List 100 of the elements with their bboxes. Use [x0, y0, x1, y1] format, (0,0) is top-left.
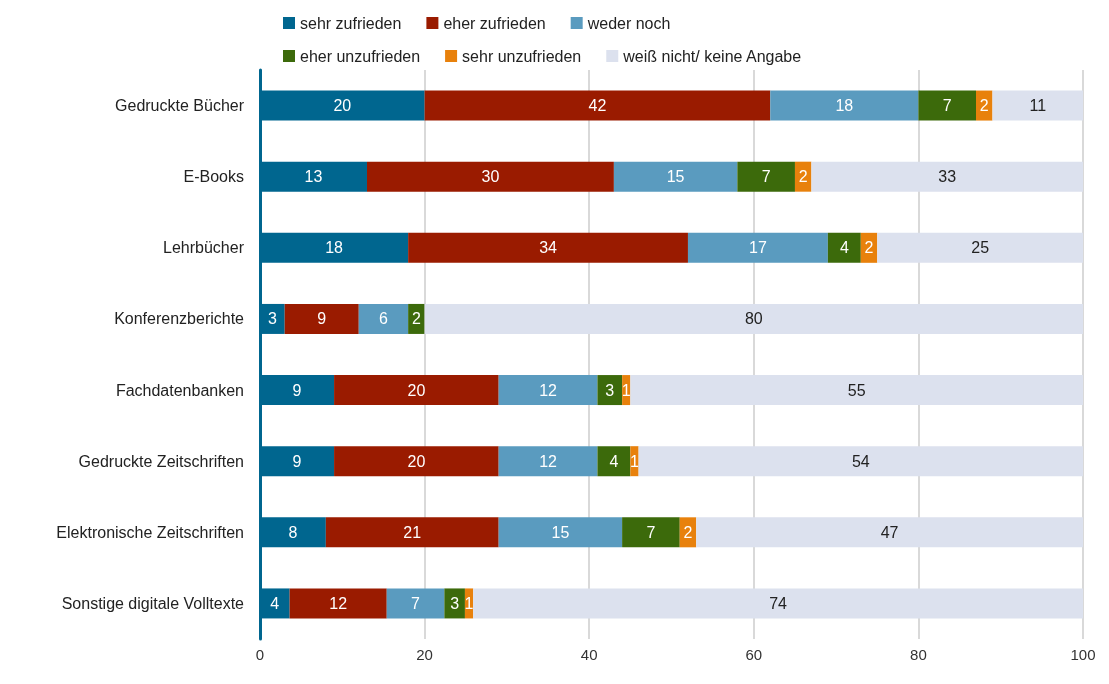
x-tick-label: 100	[1070, 646, 1096, 663]
y-tick-label: Sonstige digitale Volltexte	[61, 594, 245, 612]
data-label: 9	[292, 452, 302, 470]
data-label: 55	[847, 381, 866, 399]
y-tick-label: Fachdatenbanken	[115, 381, 244, 399]
bar	[737, 161, 795, 192]
data-label: 20	[407, 452, 426, 470]
bar	[638, 446, 1083, 477]
data-label: 34	[539, 239, 558, 257]
data-label: 2	[683, 523, 693, 541]
legend-label: weiß nicht/ keine Angabe	[622, 47, 802, 65]
data-label: 7	[646, 523, 656, 541]
bar	[696, 517, 1083, 548]
bar	[284, 303, 359, 334]
data-label: 2	[411, 310, 421, 328]
bar	[408, 232, 688, 263]
bar	[687, 232, 828, 263]
data-label: 1	[630, 452, 640, 470]
data-label: 4	[609, 452, 619, 470]
data-label: 9	[317, 310, 327, 328]
bar	[630, 446, 639, 477]
data-label: 8	[288, 523, 298, 541]
bar	[334, 375, 499, 406]
data-label: 42	[588, 97, 607, 115]
data-label: 6	[379, 310, 388, 328]
data-label: 13	[304, 168, 323, 186]
data-label: 74	[769, 594, 788, 612]
bar	[770, 90, 919, 121]
data-label: 2	[979, 97, 989, 115]
bar	[386, 588, 445, 619]
bar	[613, 161, 738, 192]
bar	[498, 517, 623, 548]
bar	[424, 303, 1083, 334]
data-label: 25	[971, 239, 990, 257]
data-label: 15	[551, 523, 570, 541]
data-label: 30	[481, 168, 500, 186]
bar	[444, 588, 465, 619]
data-label: 2	[798, 168, 808, 186]
data-label: 1	[621, 381, 631, 399]
bar	[918, 90, 977, 121]
bar	[597, 446, 631, 477]
bar	[498, 446, 598, 477]
data-label: 4	[839, 239, 849, 257]
data-label: 18	[835, 97, 854, 115]
bar	[325, 517, 499, 548]
legend-label: sehr zufrieden	[300, 14, 402, 32]
bar	[408, 303, 425, 334]
bar	[597, 375, 623, 406]
data-label: 1	[464, 594, 474, 612]
data-label: 9	[292, 381, 302, 399]
bar	[630, 375, 1083, 406]
y-tick-label: Lehrbücher	[163, 239, 245, 257]
bar	[358, 303, 409, 334]
y-tick-label: Konferenzberichte	[114, 310, 245, 328]
data-label: 3	[450, 594, 460, 612]
legend-label: eher unzufrieden	[300, 47, 421, 65]
bar	[877, 232, 1083, 263]
data-label: 47	[880, 523, 899, 541]
data-label: 3	[605, 381, 615, 399]
x-tick-label: 80	[910, 646, 927, 663]
bar	[473, 588, 1083, 619]
y-tick-label: Elektronische Zeitschriften	[56, 523, 244, 541]
data-label: 18	[325, 239, 344, 257]
data-label: 7	[411, 594, 421, 612]
bar	[622, 517, 680, 548]
y-tick-label: E-Books	[183, 168, 244, 186]
bar	[424, 90, 771, 121]
data-label: 20	[333, 97, 352, 115]
bar	[827, 232, 861, 263]
data-label: 17	[749, 239, 767, 257]
data-label: 33	[938, 168, 957, 186]
data-label: 4	[270, 594, 280, 612]
data-label: 12	[539, 381, 558, 399]
data-label: 3	[267, 310, 277, 328]
y-tick-label: Gedruckte Bücher	[115, 97, 245, 115]
data-label: 20	[407, 381, 426, 399]
data-label: 54	[851, 452, 870, 470]
legend-label: sehr unzufrieden	[462, 47, 582, 65]
data-label: 80	[744, 310, 763, 328]
legend-label: eher zufrieden	[443, 14, 546, 32]
data-label: 12	[329, 594, 348, 612]
data-label: 2	[864, 239, 874, 257]
data-label: 21	[403, 523, 422, 541]
data-label: 11	[1029, 97, 1047, 115]
x-tick-label: 60	[745, 646, 763, 663]
x-tick-label: 0	[255, 646, 265, 663]
data-label: 12	[539, 452, 558, 470]
bar	[992, 90, 1083, 121]
legend-label: weder noch	[586, 14, 671, 32]
bar	[366, 161, 614, 192]
data-label: 7	[942, 97, 952, 115]
bar	[334, 446, 499, 477]
data-label: 7	[761, 168, 771, 186]
y-tick-label: Gedruckte Zeitschriften	[78, 452, 244, 470]
bar	[498, 375, 598, 406]
data-label: 15	[666, 168, 685, 186]
bar	[289, 588, 387, 619]
x-tick-label: 40	[580, 646, 598, 663]
bar	[811, 161, 1083, 192]
x-tick-label: 20	[416, 646, 433, 663]
